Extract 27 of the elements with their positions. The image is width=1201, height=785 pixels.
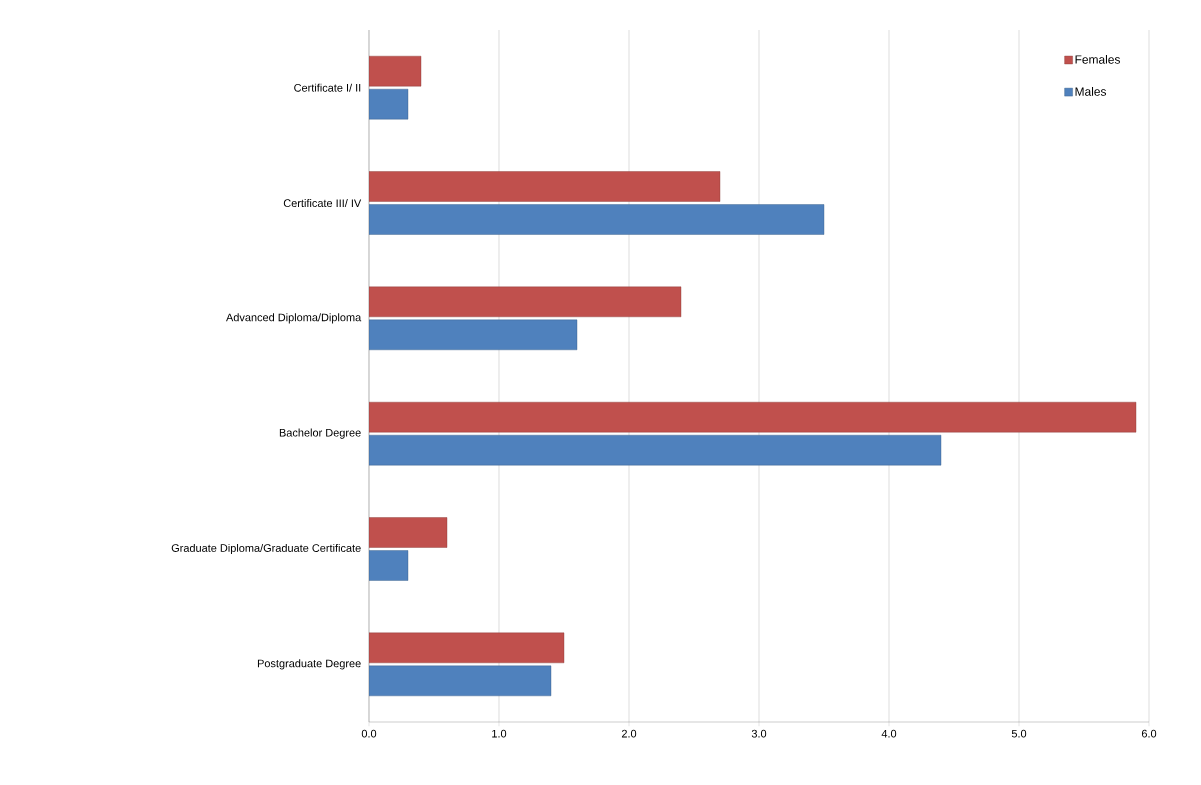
y-tick-label: Postgraduate Degree	[257, 659, 361, 670]
bar	[369, 665, 552, 697]
legend-label: Females	[1075, 54, 1120, 64]
y-tick-label: Certificate III/ IV	[283, 198, 362, 208]
bar	[369, 550, 409, 581]
bar	[369, 632, 565, 664]
y-tick-label: Bachelor Degree	[279, 428, 361, 439]
bar	[369, 434, 942, 466]
bar	[369, 517, 448, 548]
legend-label: Males	[1075, 87, 1107, 96]
x-tick-label: 3.0	[751, 729, 767, 738]
y-tick-label: Certificate I/ II	[294, 83, 361, 92]
bar	[369, 401, 1137, 433]
bar	[369, 319, 578, 351]
x-tick-label: 0.0	[361, 729, 377, 738]
x-tick-label: 6.0	[1141, 729, 1157, 738]
y-tick-label: Advanced Diploma/Diploma	[226, 313, 362, 324]
bar	[369, 88, 409, 120]
bar	[369, 55, 422, 87]
bar	[369, 286, 682, 318]
y-tick-label: Graduate Diploma/Graduate Certificate	[171, 543, 361, 555]
x-tick-label: 1.0	[492, 729, 507, 738]
bar	[369, 171, 721, 202]
bar	[369, 204, 825, 235]
x-tick-label: 5.0	[1011, 729, 1027, 738]
x-tick-label: 2.0	[621, 729, 637, 738]
x-tick-label: 4.0	[881, 729, 897, 738]
